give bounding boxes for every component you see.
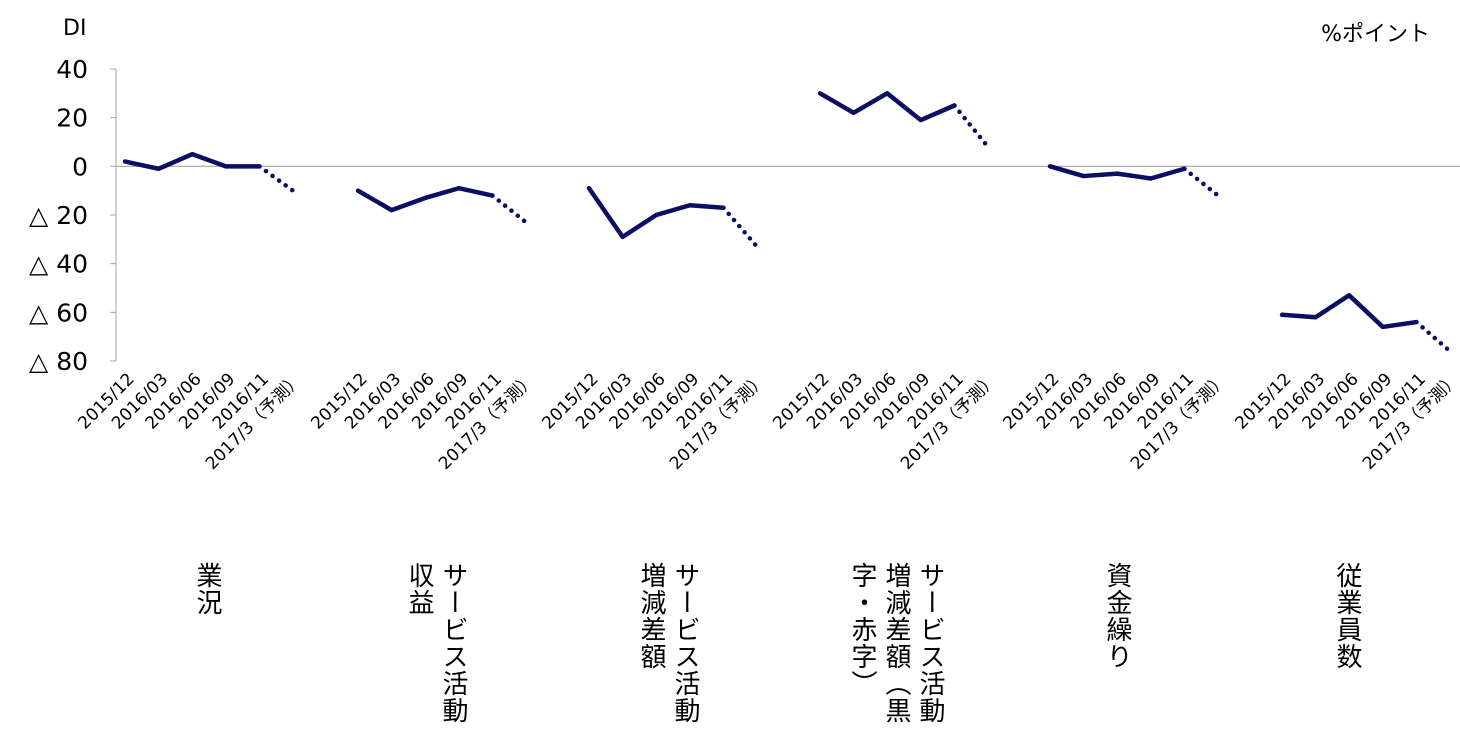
series-forecast-line <box>1414 319 1453 354</box>
series-line <box>1047 164 1187 181</box>
group-label-cashflow: 資金繰り <box>1102 562 1132 670</box>
y-tick-label: 0 <box>72 152 88 181</box>
group-label-revenue: サービス活動収益 <box>404 562 468 724</box>
y-tick-label: 20 <box>56 104 88 133</box>
series-line <box>586 185 726 240</box>
y-tick-label: △ 20 <box>29 201 88 230</box>
series-line <box>355 185 495 213</box>
group-label-employees: 従業員数 <box>1332 562 1362 670</box>
y-tick-label: 40 <box>56 55 88 84</box>
series-line <box>817 91 957 123</box>
series-forecast-line <box>1182 166 1221 198</box>
y-tick-label: △ 60 <box>29 298 88 327</box>
group-label-margin: サービス活動増減差額 <box>636 562 700 724</box>
series-line <box>122 151 262 172</box>
group-label-margin-balance: サービス活動増減差額（黒字・赤字） <box>847 562 945 724</box>
series-line <box>1279 293 1419 330</box>
series-forecast-line <box>490 193 529 225</box>
series-forecast-line <box>721 205 760 249</box>
series-forecast-line <box>952 103 991 150</box>
series-forecast-line <box>257 164 296 193</box>
y-tick-label: △ 40 <box>29 250 88 279</box>
group-label-business: 業況 <box>192 562 222 616</box>
y-tick-label: △ 80 <box>29 347 88 376</box>
y-axis-unit-label: DI <box>63 16 87 41</box>
y-axis-unit-right-label: %ポイント <box>1321 22 1430 47</box>
